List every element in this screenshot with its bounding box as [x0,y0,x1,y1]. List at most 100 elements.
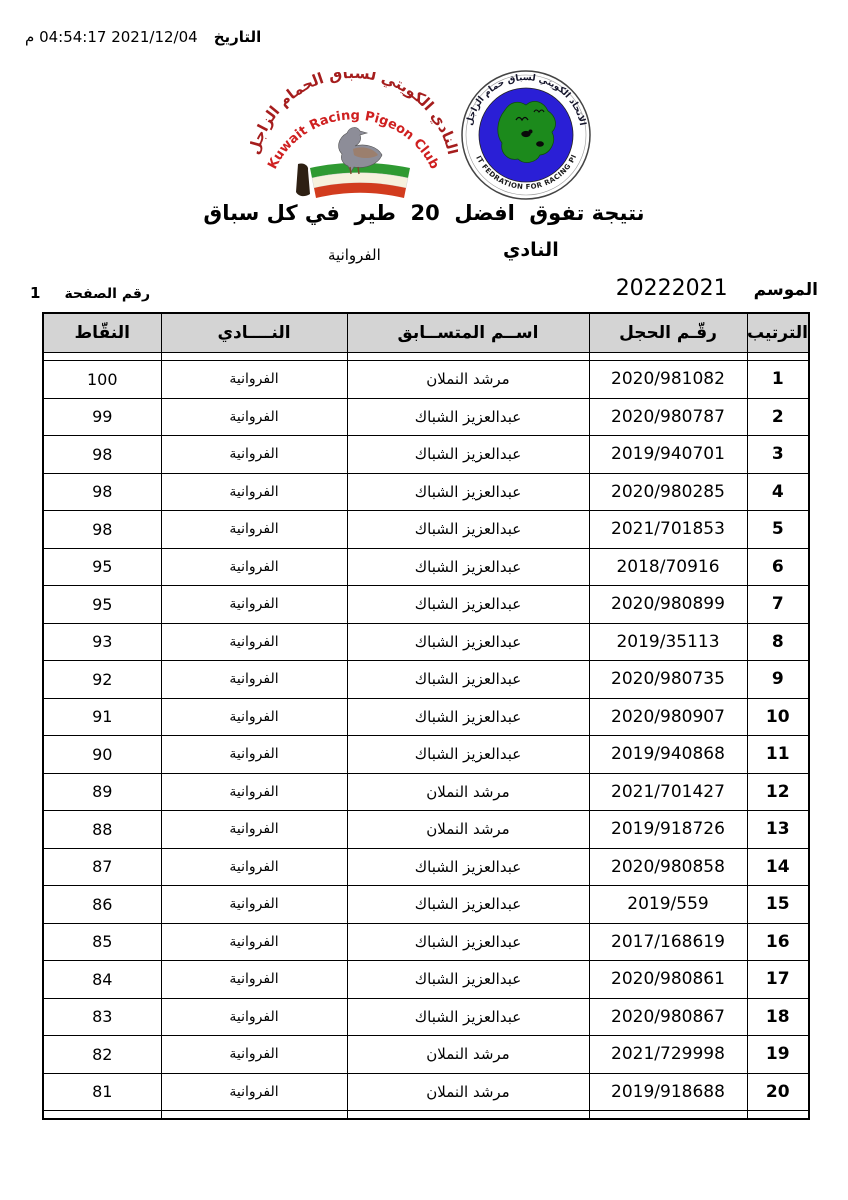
col-header-points: النقّاط [42,312,162,353]
cell-competitor-name: عبدالعزيز الشباك [346,735,590,774]
cell-points: 84 [42,960,162,999]
table-row: 2 2020/980787 عبدالعزيز الشباك الفروانية… [42,397,810,436]
cell-club: الفروانية [160,397,348,436]
cell-club: الفروانية [160,622,348,661]
table-row: 8 2019/35113 عبدالعزيز الشباك الفروانية … [42,622,810,661]
cell-rank: 14 [746,847,810,886]
cell-rank: 3 [746,435,810,474]
table-row: 20 2019/918688 مرشد النملان الفروانية 81 [42,1072,810,1111]
cell-points: 83 [42,997,162,1036]
cell-rank: 19 [746,1035,810,1074]
cell-club: الفروانية [160,660,348,699]
cell-ring-number: 2019/35113 [588,622,748,661]
cell-club: الفروانية [160,772,348,811]
cell-club: الفروانية [160,585,348,624]
table-row: 4 2020/980285 عبدالعزيز الشباك الفروانية… [42,472,810,511]
cell-points: 90 [42,735,162,774]
date-label: التاريخ [213,28,262,46]
date-value: 2021/12/04 04:54:17 م [25,28,198,46]
cell-ring-number: 2018/70916 [588,547,748,586]
cell-rank: 13 [746,810,810,849]
cell-points: 98 [42,510,162,549]
cell-ring-number: 2020/980899 [588,585,748,624]
cell-points: 99 [42,397,162,436]
cell-club: الفروانية [160,997,348,1036]
cell-ring-number: 2019/918688 [588,1072,748,1111]
cell-ring-number: 2019/940701 [588,435,748,474]
cell-rank: 18 [746,997,810,1036]
club-logo: النادي الكويتي لسباق الحمام الزاجل Kuwai… [250,72,458,198]
table-row: 6 2018/70916 عبدالعزيز الشباك الفروانية … [42,547,810,586]
cell-competitor-name: عبدالعزيز الشباك [346,547,590,586]
cell-ring-number: 2021/729998 [588,1035,748,1074]
cell-points: 81 [42,1072,162,1111]
cell-competitor-name: عبدالعزيز الشباك [346,960,590,999]
cell-competitor-name: عبدالعزيز الشباك [346,697,590,736]
cell-club: الفروانية [160,510,348,549]
cell-rank: 9 [746,660,810,699]
table-row: 7 2020/980899 عبدالعزيز الشباك الفروانية… [42,585,810,624]
results-table: الترتيب رقّـم الحجل اســم المتســابق الن… [42,312,810,1120]
cell-competitor-name: عبدالعزيز الشباك [346,622,590,661]
cell-points: 98 [42,472,162,511]
cell-points: 82 [42,1035,162,1074]
cell-club: الفروانية [160,472,348,511]
table-row: 5 2021/701853 عبدالعزيز الشباك الفروانية… [42,510,810,549]
cell-points: 86 [42,885,162,924]
cell-competitor-name: عبدالعزيز الشباك [346,660,590,699]
cell-club: الفروانية [160,885,348,924]
cell-club: الفروانية [160,1072,348,1111]
cell-points: 85 [42,922,162,961]
cell-rank: 16 [746,922,810,961]
cell-club: الفروانية [160,360,348,399]
cell-ring-number: 2020/980285 [588,472,748,511]
cell-ring-number: 2020/981082 [588,360,748,399]
cell-club: الفروانية [160,735,348,774]
cell-ring-number: 2021/701427 [588,772,748,811]
cell-points: 93 [42,622,162,661]
page-number-line: رقم الصفحة 1 [30,284,150,302]
cell-rank: 15 [746,885,810,924]
cell-club: الفروانية [160,960,348,999]
cell-points: 98 [42,435,162,474]
table-row: 18 2020/980867 عبدالعزيز الشباك الفرواني… [42,997,810,1036]
table-row: 1 2020/981082 مرشد النملان الفروانية 100 [42,360,810,399]
cell-club: الفروانية [160,847,348,886]
date-line: التاريخ 2021/12/04 04:54:17 م [25,28,261,46]
cell-competitor-name: عبدالعزيز الشباك [346,510,590,549]
cell-competitor-name: مرشد النملان [346,810,590,849]
cell-rank: 2 [746,397,810,436]
cell-ring-number: 2020/980858 [588,847,748,886]
cell-competitor-name: مرشد النملان [346,772,590,811]
cell-rank: 1 [746,360,810,399]
cell-points: 95 [42,547,162,586]
cell-points: 100 [42,360,162,399]
cell-competitor-name: مرشد النملان [346,1035,590,1074]
cell-ring-number: 2019/940868 [588,735,748,774]
cell-rank: 12 [746,772,810,811]
table-header-row: الترتيب رقّـم الحجل اســم المتســابق الن… [42,312,810,353]
cell-competitor-name: عبدالعزيز الشباك [346,585,590,624]
cell-club: الفروانية [160,922,348,961]
table-row: 14 2020/980858 عبدالعزيز الشباك الفرواني… [42,847,810,886]
cell-rank: 10 [746,697,810,736]
pigeon-icon [338,127,383,175]
cell-competitor-name: عبدالعزيز الشباك [346,847,590,886]
cell-club: الفروانية [160,435,348,474]
cell-ring-number: 2020/980735 [588,660,748,699]
table-row: 19 2021/729998 مرشد النملان الفروانية 82 [42,1035,810,1074]
table-row: 11 2019/940868 عبدالعزيز الشباك الفرواني… [42,735,810,774]
kuwait-flag-icon [296,162,410,198]
cell-competitor-name: عبدالعزيز الشباك [346,397,590,436]
cell-rank: 20 [746,1072,810,1111]
cell-competitor-name: عبدالعزيز الشباك [346,885,590,924]
col-header-rank: الترتيب [746,312,810,353]
cell-ring-number: 2020/980861 [588,960,748,999]
page-title: نتيجة تفوق افضل 20 طير في كل سباق [203,201,645,225]
table-row: 9 2020/980735 عبدالعزيز الشباك الفروانية… [42,660,810,699]
table-row: 10 2020/980907 عبدالعزيز الشباك الفرواني… [42,697,810,736]
cell-rank: 11 [746,735,810,774]
season-label: الموسم [753,280,818,300]
pigeon-marks [515,109,545,147]
cell-ring-number: 2021/701853 [588,510,748,549]
